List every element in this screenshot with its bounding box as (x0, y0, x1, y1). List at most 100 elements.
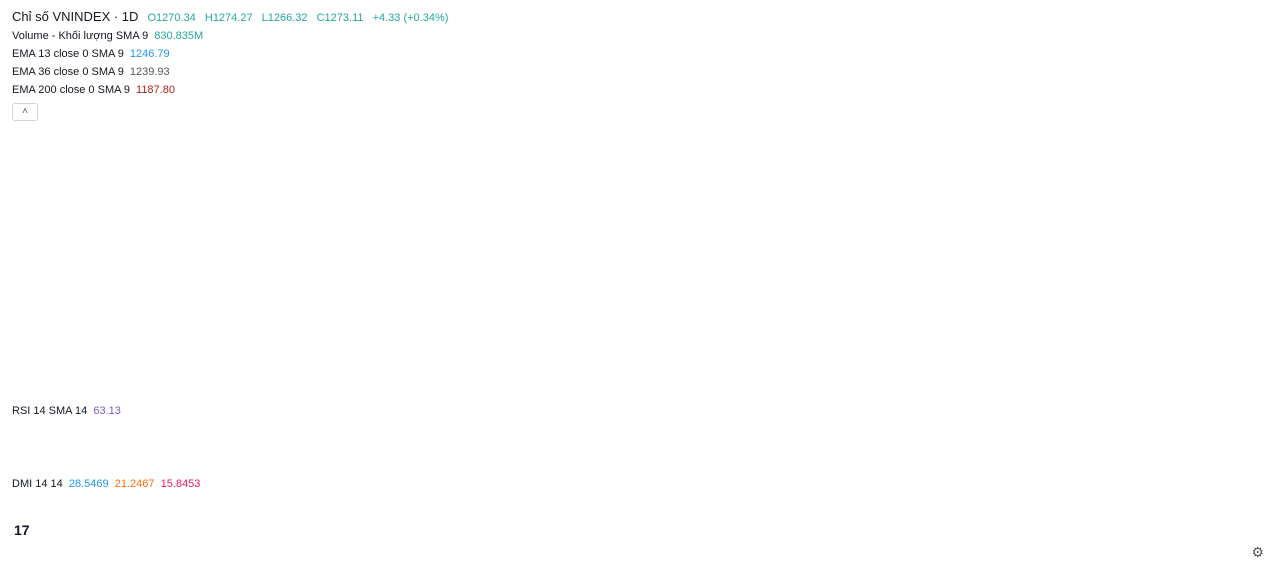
candle-body (30, 147, 37, 155)
volume-bar (184, 358, 191, 398)
volume-bar (629, 345, 636, 398)
volume-bar (302, 372, 309, 398)
candle-body (539, 257, 546, 276)
candle-body (966, 89, 973, 96)
ema36-label[interactable]: EMA 36 close 0 SMA 9 (12, 66, 124, 78)
price-tick-label: 1320.00 (1236, 9, 1276, 21)
candle-body (548, 278, 555, 282)
candle-body (739, 141, 746, 154)
time-axis-label: Tháng Hai (713, 549, 764, 561)
volume-bar (911, 368, 918, 398)
dmi-tick-label: 20.0000 (1236, 515, 1276, 527)
dmi-adx: 15.8453 (160, 478, 201, 490)
time-axis-label: Tháng Năm (1061, 549, 1118, 561)
candle-body (802, 77, 809, 97)
candle-body (893, 62, 900, 68)
price-tick-label: 1260.00 (1236, 79, 1276, 91)
candle-body (321, 318, 328, 346)
volume-bar (411, 378, 418, 398)
candle-body (1093, 101, 1100, 112)
candle-body (566, 258, 573, 277)
candle-body (929, 52, 936, 59)
volume-bar (611, 374, 618, 398)
candle-body (493, 240, 500, 246)
price-tick-label: 1220.00 (1236, 125, 1276, 137)
candle-body (884, 66, 891, 82)
gear-icon[interactable]: ⚙ (1251, 544, 1264, 560)
ohlc-high: H1274.27 (204, 12, 253, 24)
candle-body (366, 288, 373, 296)
candle-body (230, 217, 237, 226)
volume-bar (239, 361, 246, 398)
candle-body (1066, 136, 1073, 146)
collapse-legend-button[interactable]: ˄ (12, 103, 38, 121)
volume-bar (711, 372, 718, 398)
symbol-title[interactable]: Chỉ số VNINDEX · 1D (12, 9, 139, 24)
price-tick-label: 1020.00 (1236, 358, 1276, 370)
volume-bar (221, 345, 228, 398)
volume-bar (148, 371, 155, 398)
volume-bar (257, 377, 264, 398)
candle-body (1038, 165, 1045, 185)
volume-bar (693, 356, 700, 398)
volume-bar (366, 338, 373, 398)
candle-body (393, 275, 400, 283)
volume-bar (166, 342, 173, 398)
candle-body (411, 240, 418, 267)
candle-body (902, 60, 909, 62)
volume-bar (811, 370, 818, 398)
volume-bar (1147, 351, 1154, 398)
volume-bar (566, 334, 573, 398)
candle-body (157, 168, 164, 195)
time-axis-label: Tháng 9 (45, 549, 85, 561)
price-tick-label: 1040.00 (1236, 335, 1276, 347)
ohlc-low: L1266.32 (261, 12, 308, 24)
volume-bar (857, 365, 864, 398)
volume-bar (1093, 348, 1100, 398)
volume-bar (75, 352, 82, 398)
price-tick-label: 1160.00 (1236, 195, 1275, 207)
volume-bar (1111, 364, 1118, 398)
volume-label[interactable]: Volume - Khối lượng SMA 9 (12, 30, 149, 42)
volume-bar (139, 363, 146, 398)
price-tick-label: 1000.00 (1236, 381, 1276, 393)
ema13-label[interactable]: EMA 13 close 0 SMA 9 (12, 48, 124, 60)
candle-body (1129, 99, 1136, 107)
volume-bar (339, 359, 346, 398)
ema200-label[interactable]: EMA 200 close 0 SMA 9 (12, 84, 131, 96)
candle-body (502, 235, 509, 244)
time-axis-label: Tháng 3 (818, 549, 858, 561)
volume-bar (1029, 337, 1036, 398)
volume-bar (829, 341, 836, 398)
volume-bar (202, 374, 209, 398)
dmi-label[interactable]: DMI 14 14 (12, 478, 63, 490)
volume-bar (893, 352, 900, 398)
adx-line (5, 499, 1161, 535)
volume-bar (384, 354, 391, 398)
volume-bar (984, 342, 991, 398)
volume-bar (620, 337, 627, 398)
volume-bar (211, 337, 218, 398)
ema13-value: 1246.79 (129, 48, 170, 60)
volume-bar (838, 349, 845, 398)
volume-bar (757, 367, 764, 398)
volume-bar (439, 357, 446, 398)
candle-body (1084, 109, 1091, 124)
rsi-label[interactable]: RSI 14 SMA 14 (12, 405, 88, 417)
candle-body (448, 281, 455, 287)
volume-bar (539, 355, 546, 398)
volume-bar (1129, 335, 1136, 398)
tradingview-logo-icon[interactable]: 17 (14, 522, 30, 538)
volume-bar (948, 355, 955, 398)
volume-bar (448, 365, 455, 398)
candle-body (711, 176, 718, 196)
candle-body (221, 223, 228, 240)
volume-bar (793, 354, 800, 398)
candle-body (793, 95, 800, 105)
candle-body (848, 102, 855, 107)
price-tick-label: 1200.00 (1236, 149, 1276, 161)
volume-bar (1138, 343, 1145, 398)
price-tick-label: 1240.00 (1236, 102, 1276, 114)
candle-body (984, 77, 991, 97)
volume-bar (1011, 366, 1018, 398)
